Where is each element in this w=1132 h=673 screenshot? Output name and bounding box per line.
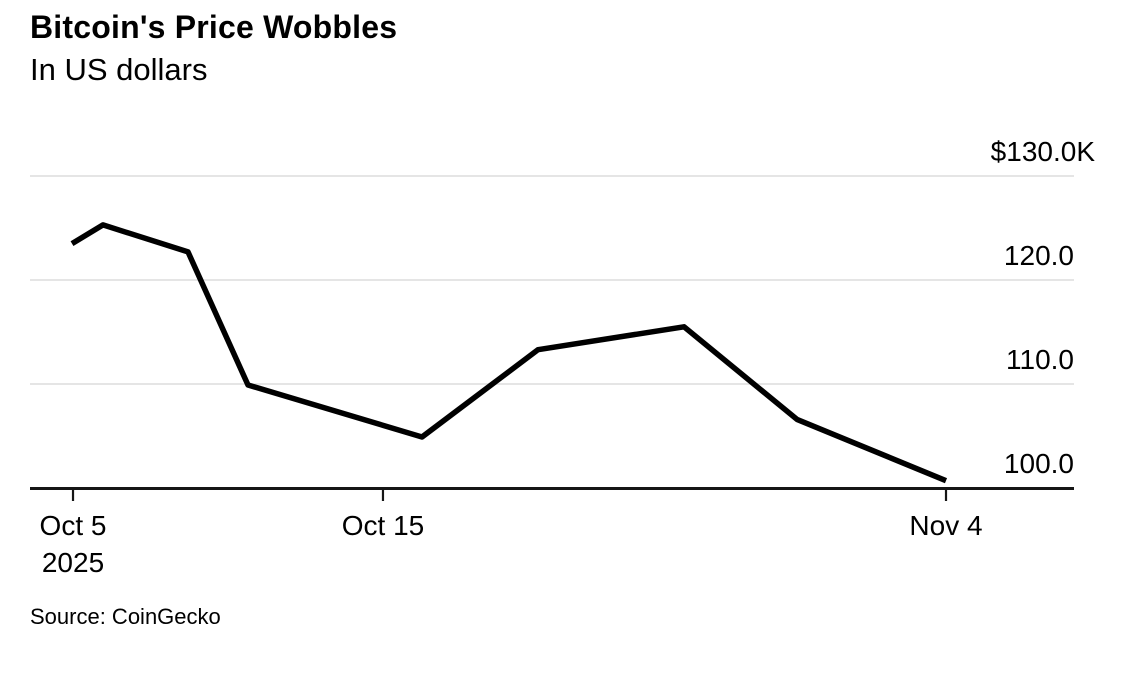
y-axis-label: 110.0	[1006, 344, 1074, 375]
x-axis-label-year: 2025	[41, 547, 105, 579]
y-axis-label: 100.0	[1003, 448, 1074, 479]
price-line	[70, 222, 948, 484]
x-axis-label: Nov 4	[909, 507, 982, 544]
x-axis-label-date: Oct 5	[39, 510, 107, 541]
y-axis-label: $130.0K	[990, 136, 1095, 167]
chart-title: Bitcoin's Price Wobbles	[30, 9, 398, 45]
x-axis-label-date: Nov 4	[909, 510, 983, 541]
y-axis-label: 120.0	[1003, 240, 1074, 271]
x-axis-label: Oct 15	[342, 507, 424, 544]
chart-subtitle: In US dollars	[30, 52, 208, 87]
x-axis-label: Oct 5 2025	[40, 507, 107, 581]
source-label: Source: CoinGecko	[30, 604, 221, 629]
x-axis-label-date: Oct 15	[341, 510, 425, 541]
